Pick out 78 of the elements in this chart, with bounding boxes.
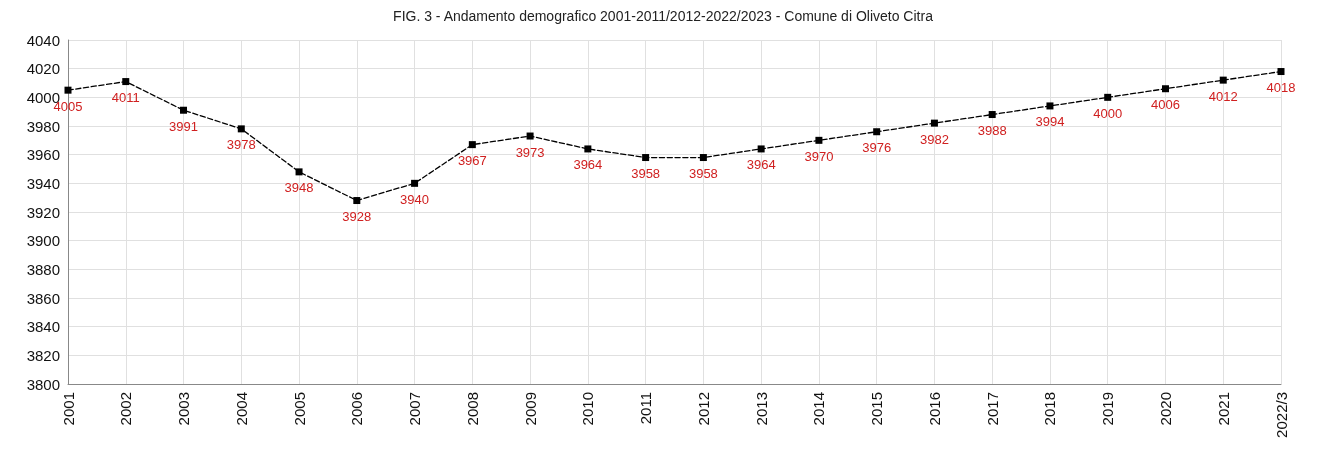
y-tick-label: 3920 <box>26 203 60 221</box>
point <box>468 141 476 149</box>
data-label: 3978 <box>226 137 256 153</box>
data-label: 3948 <box>284 180 314 196</box>
x-tick-label: 2003 <box>175 392 193 426</box>
point <box>180 106 188 114</box>
point <box>122 78 130 86</box>
y-tick-label: 3820 <box>26 346 60 364</box>
point <box>1219 76 1227 84</box>
x-tick-label: 2006 <box>348 392 366 426</box>
x-tick-label: 2021 <box>1214 392 1232 426</box>
data-label: 4011 <box>111 90 140 106</box>
y-tick-label: 4020 <box>26 60 60 78</box>
data-label: 3994 <box>1035 114 1065 130</box>
data-label: 3967 <box>457 153 487 169</box>
point <box>1161 85 1169 93</box>
x-tick-label: 2007 <box>406 392 424 426</box>
x-tick-label: 2011 <box>637 392 655 425</box>
y-tick-label: 3980 <box>26 117 60 135</box>
data-label: 3958 <box>631 166 661 182</box>
data-label: 3970 <box>804 148 834 164</box>
point <box>757 145 765 153</box>
x-tick-label: 2009 <box>521 392 539 426</box>
point <box>930 119 938 127</box>
point <box>815 136 823 144</box>
x-tick-label: 2002 <box>117 392 135 426</box>
point <box>642 154 650 162</box>
y-tick-label: 4040 <box>26 31 60 49</box>
point <box>353 197 361 205</box>
x-tick-label: 2018 <box>1041 392 1059 426</box>
y-tick-label: 3840 <box>26 318 60 336</box>
data-label: 4012 <box>1208 88 1238 104</box>
x-tick-label: 2008 <box>463 392 481 426</box>
data-label: 3976 <box>862 140 892 156</box>
y-tick-label: 3880 <box>26 260 60 278</box>
point <box>1046 102 1054 110</box>
data-label: 3973 <box>515 144 545 160</box>
x-tick-label: 2005 <box>290 392 308 426</box>
chart-title: FIG. 3 - Andamento demografico 2001-2011/2012-2022/2023 - Comune di Oliveto Citra <box>393 8 934 24</box>
point <box>1104 93 1112 101</box>
x-tick-label: 2017 <box>983 392 1001 426</box>
y-tick-label: 3900 <box>26 232 60 250</box>
x-tick-label: 2014 <box>810 392 828 426</box>
data-label: 4006 <box>1151 97 1180 113</box>
data-label: 3940 <box>400 191 430 207</box>
x-tick-label: 2010 <box>579 392 597 426</box>
data-label: 4000 <box>1093 105 1123 121</box>
y-tick-label: 3800 <box>26 375 60 393</box>
point <box>411 179 419 187</box>
x-tick-label: 2012 <box>694 392 712 426</box>
x-tick-label: 2016 <box>925 392 943 426</box>
point <box>584 145 592 153</box>
data-label: 3964 <box>573 157 603 173</box>
point <box>64 86 72 94</box>
y-tick-label: 3940 <box>26 174 60 192</box>
x-tick-label: 2019 <box>1099 392 1117 426</box>
data-label: 3988 <box>977 123 1007 139</box>
point <box>1277 68 1285 76</box>
y-tick-label: 3860 <box>26 289 60 307</box>
point <box>237 125 245 133</box>
x-tick-label: 2015 <box>868 392 886 426</box>
point <box>699 154 707 162</box>
data-label: 4018 <box>1266 80 1296 96</box>
data-label: 3928 <box>342 209 372 225</box>
x-tick-label: 2013 <box>752 392 770 426</box>
y-tick-label: 3960 <box>26 146 60 164</box>
x-tick-label: 2022/3 <box>1272 392 1290 438</box>
data-label: 3982 <box>919 131 949 147</box>
point <box>526 132 534 140</box>
point <box>295 168 303 176</box>
data-label: 3964 <box>746 157 776 173</box>
data-label: 3991 <box>169 118 198 134</box>
point <box>873 128 881 136</box>
point <box>988 111 996 119</box>
data-label: 3958 <box>688 166 718 182</box>
x-tick-label: 2020 <box>1156 392 1174 426</box>
x-tick-label: 2004 <box>232 392 250 426</box>
x-tick-label: 2001 <box>59 392 77 426</box>
